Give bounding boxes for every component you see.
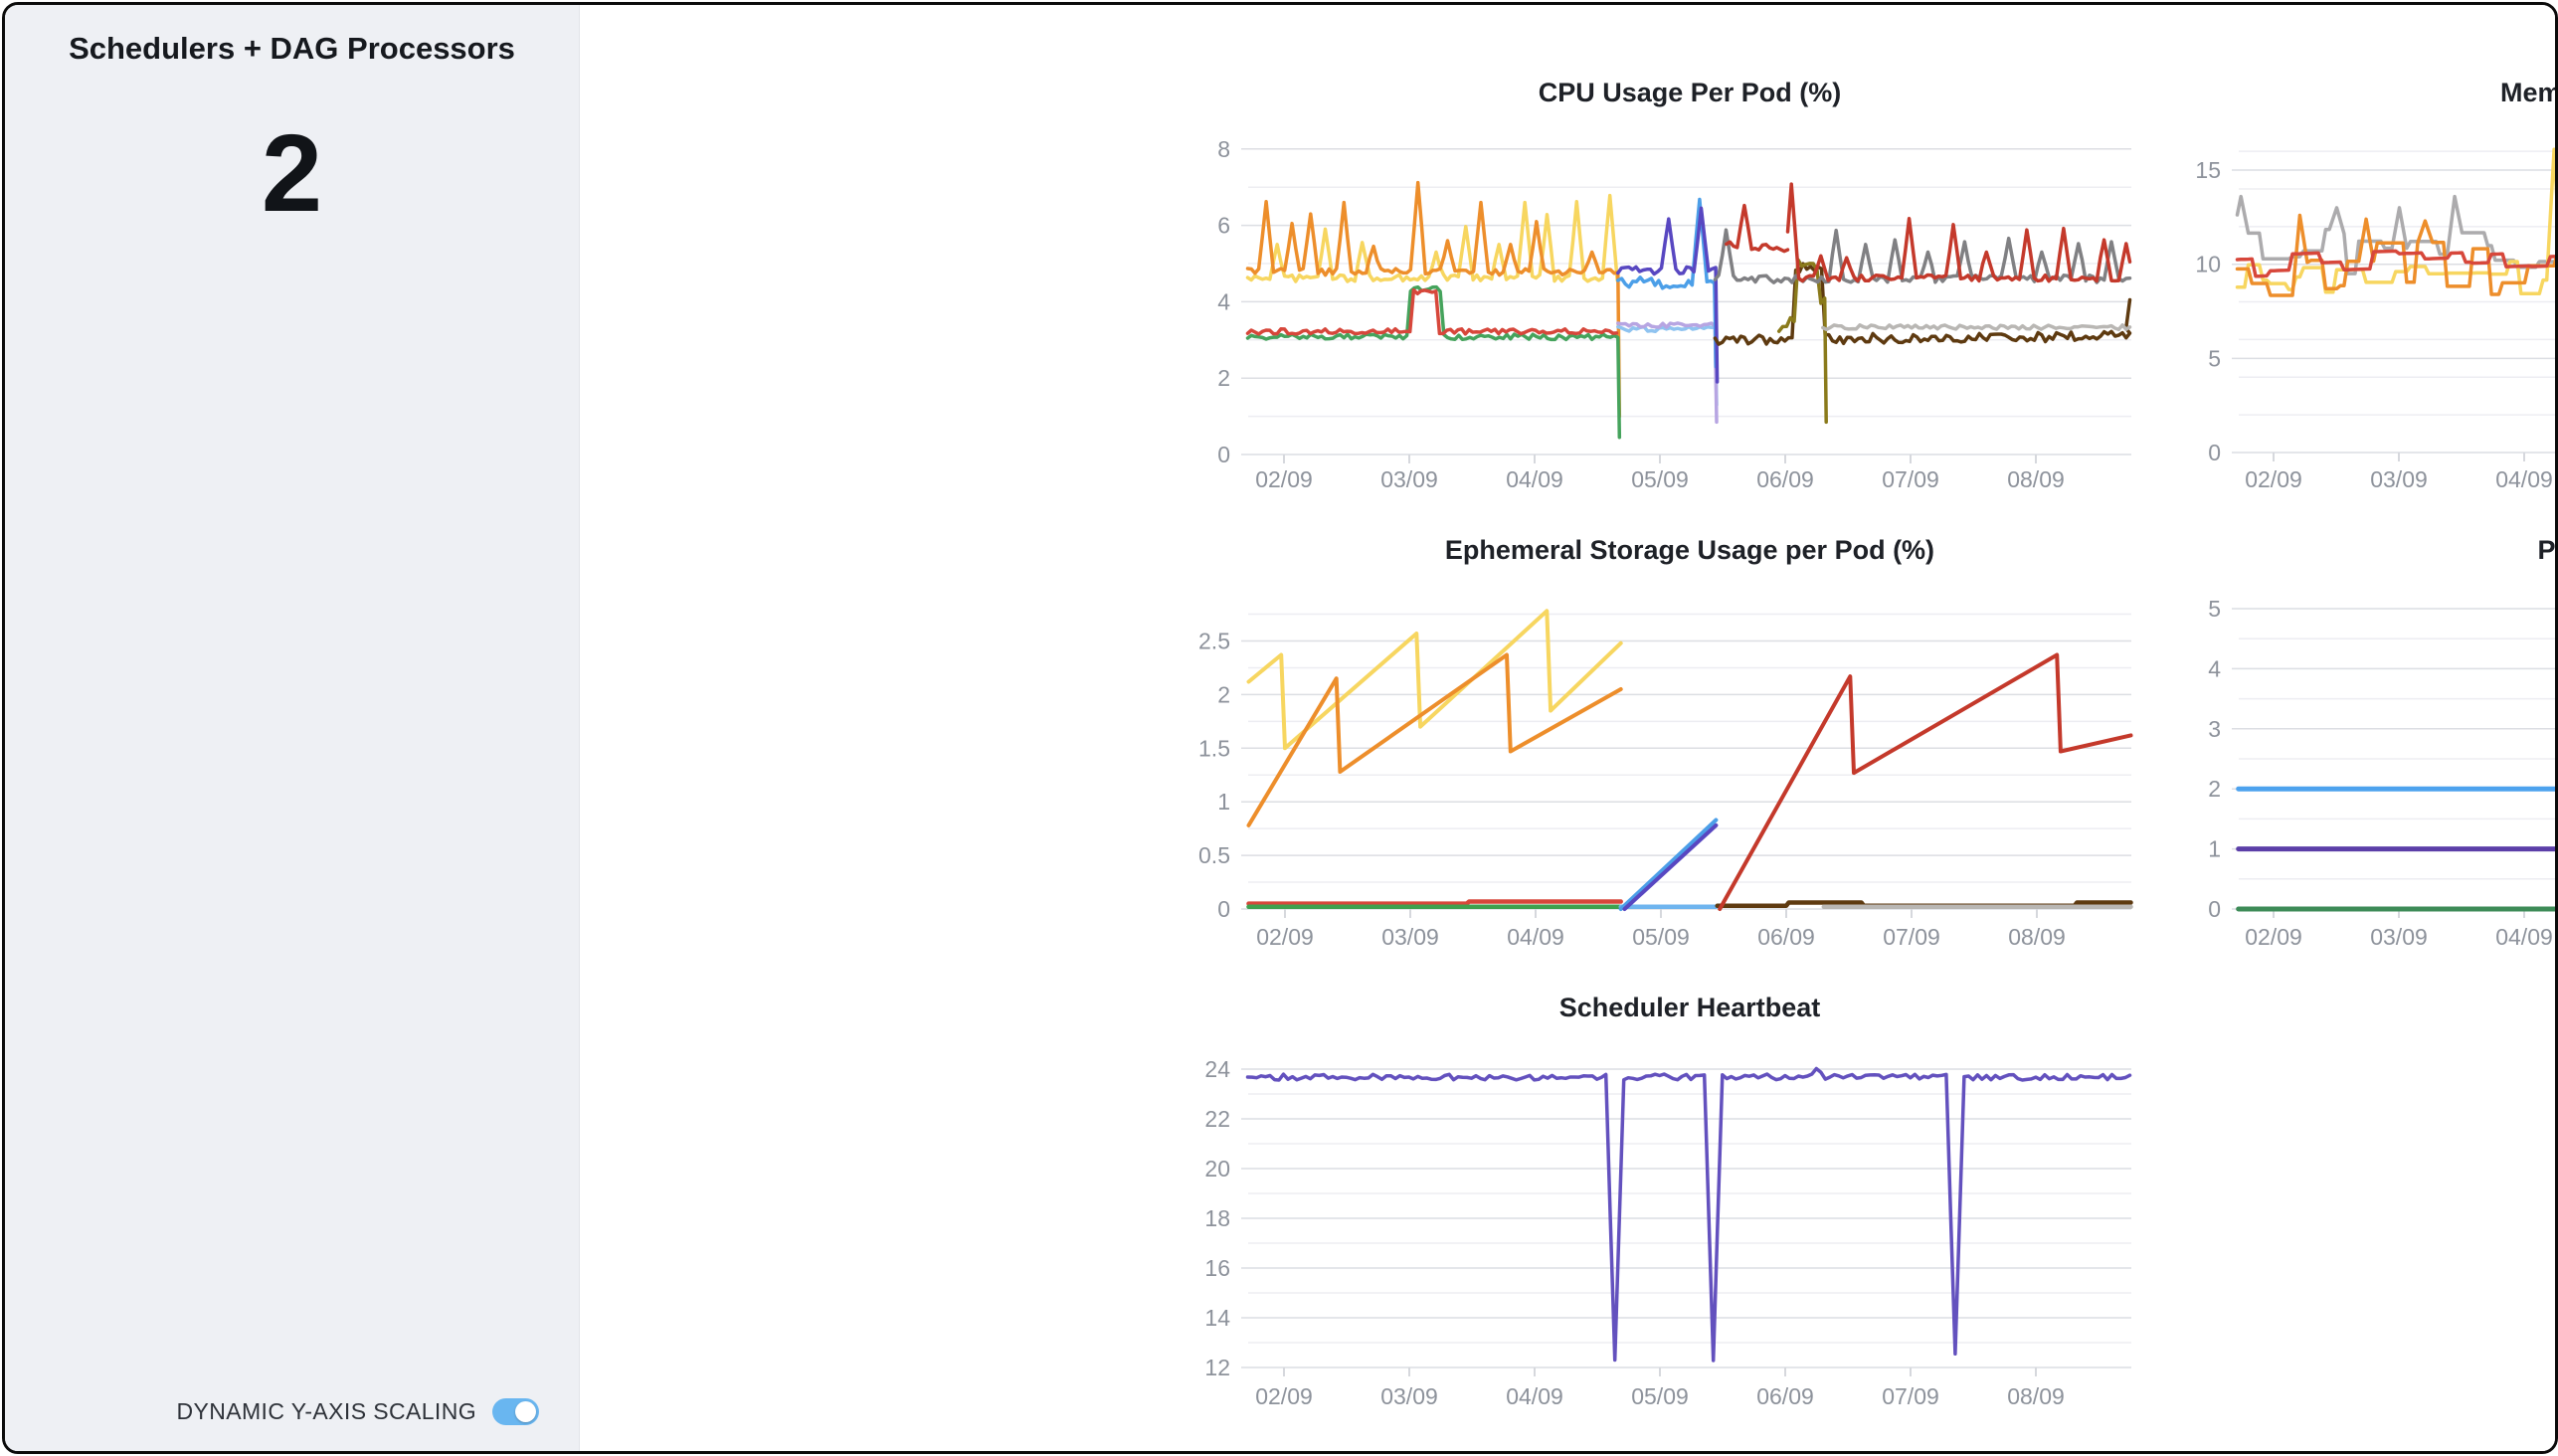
svg-text:03/09: 03/09	[2370, 924, 2428, 950]
svg-text:16: 16	[1204, 1255, 1230, 1281]
svg-text:2: 2	[1217, 365, 1230, 391]
svg-text:02/09: 02/09	[1255, 466, 1313, 492]
sidebar-title: Schedulers + DAG Processors	[69, 31, 515, 66]
svg-text:14: 14	[1204, 1305, 1230, 1331]
svg-text:04/09: 04/09	[1507, 924, 1564, 950]
svg-text:2.5: 2.5	[1198, 629, 1230, 654]
svg-text:4: 4	[2208, 655, 2221, 681]
svg-text:15: 15	[2195, 157, 2221, 183]
svg-text:4: 4	[1217, 288, 1230, 314]
svg-text:3: 3	[2208, 716, 2221, 742]
svg-text:07/09: 07/09	[1882, 1383, 1939, 1409]
chart-canvas-cpu[interactable]: 0 2 4 6 8 02/09 03/09 04/09 05/09 06/09 07/09 08/09	[1165, 40, 2161, 515]
svg-text:20: 20	[1204, 1156, 1230, 1182]
svg-text:5: 5	[2208, 596, 2221, 622]
svg-text:5: 5	[2208, 345, 2221, 371]
chart-scheduler-heartbeat: Scheduler Heartbeat 12 14 16 18 20 22 24 02/09 0…	[1165, 975, 2161, 1452]
svg-text:03/09: 03/09	[1381, 924, 1439, 950]
chart-memory-usage: Memory Usage Per Pod (%) 05101502/0903/0…	[2159, 40, 2558, 515]
svg-text:2: 2	[2208, 776, 2221, 802]
svg-text:04/09: 04/09	[1506, 466, 1563, 492]
svg-text:12: 12	[1204, 1355, 1230, 1380]
svg-text:18: 18	[1204, 1205, 1230, 1231]
svg-text:07/09: 07/09	[1883, 924, 1940, 950]
dynamic-y-axis-label: DYNAMIC Y-AXIS SCALING	[176, 1398, 476, 1424]
chart-canvas-heartbeat[interactable]: 12 14 16 18 20 22 24 02/09 03/09 04/09 05/09 06/09 0…	[1165, 975, 2161, 1452]
svg-text:07/09: 07/09	[1882, 466, 1939, 492]
chart-canvas-memory[interactable]: 05101502/0903/0904/0905/0906/0907/0908/0…	[2159, 40, 2558, 515]
svg-text:22: 22	[1204, 1106, 1230, 1132]
svg-text:05/09: 05/09	[1632, 924, 1690, 950]
svg-text:03/09: 03/09	[1380, 1383, 1438, 1409]
svg-text:03/09: 03/09	[1380, 466, 1438, 492]
svg-text:0: 0	[2208, 896, 2221, 922]
chart-title-heartbeat: Scheduler Heartbeat	[1558, 993, 1821, 1022]
svg-text:10: 10	[2195, 252, 2221, 277]
svg-text:02/09: 02/09	[1256, 924, 1314, 950]
svg-text:08/09: 08/09	[2007, 466, 2065, 492]
svg-text:0: 0	[2208, 440, 2221, 465]
svg-text:1: 1	[1217, 789, 1230, 815]
svg-text:02/09: 02/09	[2245, 466, 2302, 492]
svg-text:05/09: 05/09	[1631, 1383, 1689, 1409]
svg-text:08/09: 08/09	[2008, 924, 2066, 950]
dynamic-y-axis-toggle[interactable]	[492, 1398, 539, 1425]
chart-title-memory: Memory Usage Per Pod (%)	[2499, 78, 2558, 107]
svg-text:04/09: 04/09	[2495, 466, 2553, 492]
dashboard-main: CPU Usage Per Pod (%) 0 2 4 6 8 02/09 03/09 04/…	[580, 5, 2555, 1451]
chart-title-ephemeral: Ephemeral Storage Usage per Pod (%)	[1444, 535, 1935, 565]
svg-text:08/09: 08/09	[2007, 1383, 2065, 1409]
svg-text:04/09: 04/09	[1506, 1383, 1563, 1409]
svg-text:0: 0	[1217, 896, 1230, 922]
dynamic-y-axis-row: DYNAMIC Y-AXIS SCALING	[5, 1398, 539, 1425]
svg-text:1.5: 1.5	[1198, 735, 1230, 761]
svg-text:02/09: 02/09	[2245, 924, 2302, 950]
scheduler-count-value: 2	[261, 112, 323, 235]
chart-pod-count: Pod Count per Status 01234502/0903/0904/…	[2159, 507, 2558, 983]
chart-title-cpu: CPU Usage Per Pod (%)	[1538, 78, 1842, 107]
svg-text:04/09: 04/09	[2495, 924, 2553, 950]
svg-text:8: 8	[1217, 136, 1230, 162]
svg-text:0.5: 0.5	[1198, 842, 1230, 868]
svg-text:1: 1	[2208, 836, 2221, 862]
toggle-knob-icon	[515, 1401, 536, 1422]
chart-cpu-usage: CPU Usage Per Pod (%) 0 2 4 6 8 02/09 03/09 04/…	[1165, 40, 2161, 515]
svg-text:0: 0	[1217, 442, 1230, 467]
svg-text:02/09: 02/09	[1255, 1383, 1313, 1409]
svg-text:2: 2	[1217, 681, 1230, 707]
chart-title-pod-count: Pod Count per Status	[2537, 535, 2556, 565]
svg-text:03/09: 03/09	[2370, 466, 2428, 492]
chart-canvas-pod-count[interactable]: 01234502/0903/0904/0905/0906/0907/0908/0…	[2159, 507, 2558, 983]
chart-canvas-ephemeral[interactable]: 0 0.5 1 1.5 2 2.5 02/09 03/09 04/09 05/09 06/09 07/…	[1165, 507, 2161, 983]
svg-text:05/09: 05/09	[1631, 466, 1689, 492]
svg-text:06/09: 06/09	[1756, 466, 1814, 492]
sidebar: Schedulers + DAG Processors 2 DYNAMIC Y-…	[5, 5, 580, 1451]
svg-text:6: 6	[1217, 213, 1230, 239]
svg-text:06/09: 06/09	[1757, 924, 1815, 950]
chart-ephemeral-storage: Ephemeral Storage Usage per Pod (%) 0 0.5…	[1165, 507, 2161, 983]
svg-text:06/09: 06/09	[1756, 1383, 1814, 1409]
svg-text:24: 24	[1204, 1056, 1230, 1082]
